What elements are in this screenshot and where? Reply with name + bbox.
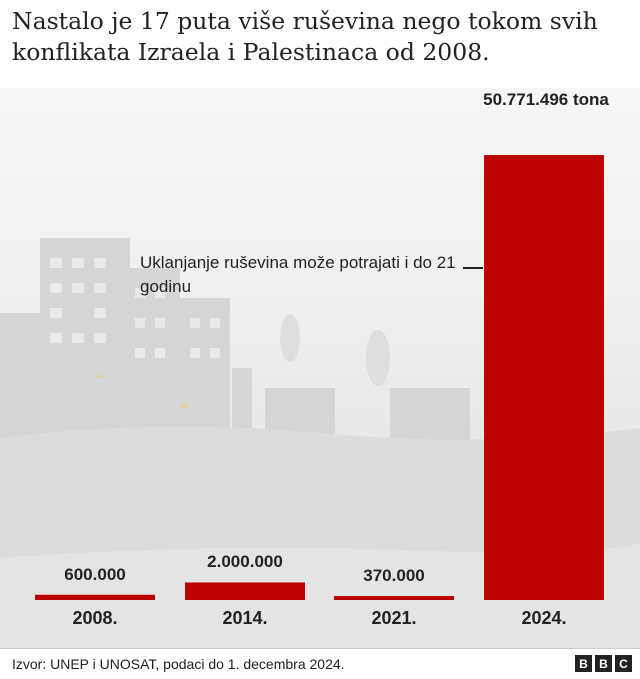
value-label-2014: 2.000.000 <box>207 552 283 572</box>
x-tick-label-2021: 2021. <box>371 608 417 628</box>
value-label-2024: 50.771.496 tona <box>483 90 609 109</box>
chart-area: 600.000 2.000.000 370.000 50.771.496 ton… <box>0 88 640 648</box>
chart-title: Nastalo je 17 puta više ruševina nego to… <box>12 7 598 66</box>
x-tick-label-2024: 2024. <box>521 608 567 628</box>
bbc-logo: B B C <box>575 655 632 672</box>
bar-2021 <box>334 596 454 600</box>
x-tick-label-2014: 2014. <box>222 608 268 628</box>
bar-2014 <box>185 582 305 600</box>
value-label-2008: 600.000 <box>64 564 126 584</box>
bbc-logo-letter-b2: B <box>595 655 612 672</box>
source-note: Izvor: UNEP i UNOSAT, podaci do 1. decem… <box>12 656 345 672</box>
value-label-2021: 370.000 <box>363 566 425 585</box>
bbc-logo-letter-c: C <box>615 655 632 672</box>
x-tick-label-2008: 2008. <box>72 608 118 628</box>
bar-layer <box>35 155 604 600</box>
bar-2024 <box>484 155 604 600</box>
rubble-background-image <box>0 238 640 648</box>
bbc-logo-letter-b1: B <box>575 655 592 672</box>
annotation-text: Uklanjanje ruševina može potrajati i do … <box>140 253 456 296</box>
annotation-leader-line <box>463 267 483 269</box>
bar-2008 <box>35 594 155 600</box>
footer: Izvor: UNEP i UNOSAT, podaci do 1. decem… <box>0 648 640 679</box>
